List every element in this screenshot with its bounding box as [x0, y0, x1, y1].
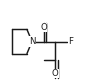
Text: N: N: [29, 37, 35, 46]
Text: F: F: [68, 37, 73, 46]
Text: O: O: [40, 23, 47, 32]
Text: O: O: [52, 69, 59, 78]
